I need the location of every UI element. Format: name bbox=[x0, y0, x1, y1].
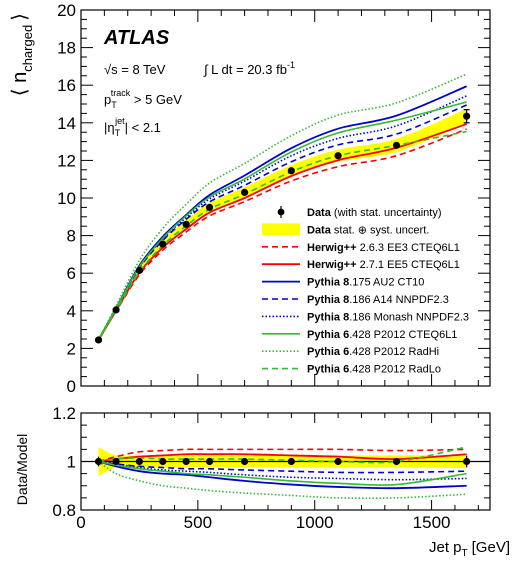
pt-track-label: pTtrack > 5 GeV bbox=[104, 88, 182, 110]
data-point bbox=[94, 336, 103, 344]
ratio-y-tick-label: 0.8 bbox=[52, 501, 76, 520]
x-tick-label: 1500 bbox=[413, 513, 451, 532]
legend-band-swatch bbox=[262, 223, 300, 236]
ratio-data-point bbox=[241, 457, 249, 466]
eta-jet-label: |ηTjet| < 2.1 bbox=[104, 116, 161, 138]
data-point bbox=[463, 112, 471, 120]
y-tick-label: 2 bbox=[67, 339, 76, 358]
ratio-series-line-5 bbox=[98, 460, 467, 486]
legend-label-2: Pythia 8.175 AU2 CT10 bbox=[307, 277, 424, 289]
ratio-series-line-0 bbox=[98, 448, 467, 463]
ratio-data-point bbox=[287, 457, 295, 466]
main-panel: 0 2 4 6 8 10 12 14 16 18 20 ⟨ ncharged⟩ bbox=[9, 1, 491, 396]
legend-label-4: Pythia 8.186 Monash NNPDF2.3 bbox=[307, 311, 469, 323]
legend-label-3: Pythia 8.186 A14 NNPDF2.3 bbox=[307, 294, 449, 306]
y-tick-label: 6 bbox=[67, 264, 76, 283]
lumi-label: ∫ L dt = 20.3 fb-1 bbox=[203, 60, 295, 77]
y-tick-label: 14 bbox=[57, 114, 76, 133]
ratio-data-point bbox=[392, 457, 401, 466]
x-tick-label: 1000 bbox=[296, 513, 334, 532]
legend-label-6: Pythia 6.428 P2012 RadHi bbox=[307, 346, 439, 358]
y-tick-label: 12 bbox=[57, 151, 76, 170]
series-line-0 bbox=[97, 128, 467, 341]
ratio-data-point bbox=[135, 457, 144, 466]
ratio-panel: 0.8 1 1.2 0 500 1000 1500 Data/Model Jet pT [GeV] bbox=[14, 404, 510, 559]
data-point bbox=[159, 240, 167, 248]
y-tick-label: 8 bbox=[67, 227, 76, 246]
data-point bbox=[135, 266, 144, 274]
main-plot-area bbox=[94, 73, 471, 344]
ratio-data-point bbox=[94, 457, 103, 466]
ratio-data-point bbox=[112, 457, 120, 466]
data-point bbox=[205, 203, 214, 211]
ratio-y-tick-label: 1 bbox=[67, 453, 76, 472]
data-point bbox=[112, 306, 120, 314]
x-tick-label: 500 bbox=[184, 513, 212, 532]
legend-label-5: Pythia 6.428 P2012 CTEQ6L1 bbox=[307, 329, 457, 341]
legend-label-0: Herwig++ 2.6.3 EE3 CTEQ6L1 bbox=[307, 242, 460, 254]
data-point bbox=[392, 141, 401, 149]
legend-data-label: Data (with stat. uncertainty) bbox=[307, 207, 442, 219]
atlas-label: ATLAS bbox=[103, 27, 170, 49]
y-tick-label: 20 bbox=[57, 1, 76, 20]
x-axis-label: Jet pT [GeV] bbox=[429, 539, 510, 559]
legend-band-label: Data stat. ⊕ syst. uncert. bbox=[307, 224, 429, 236]
ratio-series-line-6 bbox=[98, 460, 467, 500]
y-tick-label: 4 bbox=[67, 302, 76, 321]
ratio-series-line-3 bbox=[98, 460, 467, 474]
y-tick-label: 0 bbox=[67, 377, 76, 396]
ratio-y-tick-label: 1.2 bbox=[52, 404, 76, 423]
data-point bbox=[182, 220, 190, 228]
ratio-y-label: Data/Model bbox=[14, 434, 30, 506]
ratio-data-point bbox=[334, 457, 342, 466]
y-tick-label: 18 bbox=[57, 39, 76, 58]
series-line-1 bbox=[97, 123, 467, 341]
annotations: ATLAS √s = 8 TeV ∫ L dt = 20.3 fb-1 pTtrack… bbox=[103, 27, 295, 138]
legend: Data (with stat. uncertainty) Data stat. … bbox=[262, 206, 469, 376]
legend-label-1: Herwig++ 2.7.1 EE5 CTEQ6L1 bbox=[307, 259, 460, 271]
ratio-series-line-2 bbox=[98, 460, 467, 490]
y-tick-label: 16 bbox=[57, 76, 76, 95]
main-y-label: ⟨ ncharged⟩ bbox=[9, 13, 35, 96]
ratio-data-point bbox=[463, 457, 471, 466]
ratio-plot-area bbox=[81, 446, 490, 500]
data-syst-band bbox=[98, 108, 467, 343]
data-point bbox=[287, 167, 295, 175]
legend-label-7: Pythia 6.428 P2012 RadLo bbox=[307, 364, 441, 376]
data-point bbox=[241, 188, 249, 196]
y-tick-label: 10 bbox=[57, 189, 76, 208]
ratio-data-point bbox=[182, 457, 190, 466]
x-tick-label: 0 bbox=[76, 513, 85, 532]
ratio-data-point bbox=[159, 457, 167, 466]
series-line-5 bbox=[97, 101, 467, 341]
legend-data-marker bbox=[277, 208, 285, 216]
ratio-data-point bbox=[205, 457, 214, 466]
sqrt-s-label: √s = 8 TeV bbox=[104, 62, 166, 77]
data-point bbox=[334, 152, 342, 160]
